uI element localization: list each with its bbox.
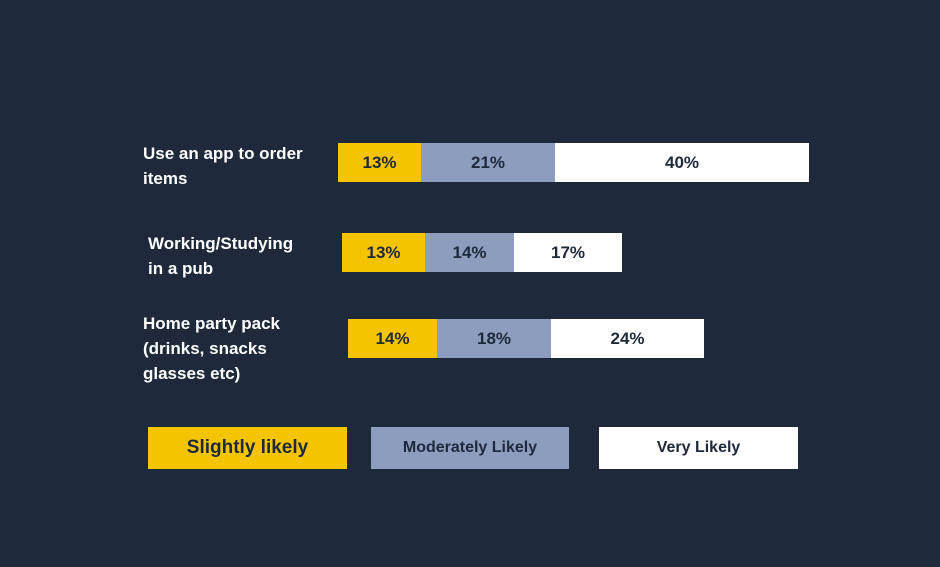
category-label-line: items <box>143 169 188 188</box>
data-label: 13% <box>366 242 401 262</box>
legend-label: Slightly likely <box>186 437 309 458</box>
bar-segment-slightly-likely: 13% <box>342 233 425 272</box>
category-label-line: (drinks, snacks <box>143 339 267 358</box>
bar-segment-moderately-likely: 18% <box>437 319 551 358</box>
bar-segment-moderately-likely: 21% <box>421 143 555 182</box>
legend-label: Very Likely <box>656 439 741 456</box>
category-label-line: Home party pack <box>143 314 280 333</box>
data-label: 24% <box>610 328 645 348</box>
data-label: 14% <box>375 328 410 348</box>
category-label-line: in a pub <box>148 259 214 278</box>
data-label: 18% <box>476 328 512 348</box>
bar-segment-very-likely: 24% <box>551 319 704 358</box>
bar-segment-very-likely: 17% <box>514 233 622 272</box>
data-label: 40% <box>664 152 700 172</box>
legend-item-slightly-likely: Slightly likely <box>148 427 347 469</box>
data-label: 17% <box>550 242 586 262</box>
legend-item-very-likely: Very Likely <box>599 427 798 469</box>
category-label-line: Working/Studying <box>148 234 294 253</box>
legend-item-moderately-likely: Moderately Likely <box>371 427 569 469</box>
bar-segment-slightly-likely: 13% <box>338 143 421 182</box>
bar-segment-moderately-likely: 14% <box>425 233 514 272</box>
data-label: 14% <box>452 242 487 262</box>
data-label: 13% <box>362 152 397 172</box>
category-label: Use an app to order items <box>143 141 303 191</box>
category-label: Working/Studying in a pub <box>148 231 293 281</box>
category-label-line: Use an app to order <box>143 144 303 163</box>
data-label: 21% <box>470 152 506 172</box>
bar-segment-slightly-likely: 14% <box>348 319 437 358</box>
category-label: Home party pack (drinks, snacks glasses et… <box>143 311 280 386</box>
bar-segment-very-likely: 40% <box>555 143 809 182</box>
legend-label: Moderately Likely <box>402 439 538 456</box>
category-label-line: glasses etc) <box>143 364 241 383</box>
